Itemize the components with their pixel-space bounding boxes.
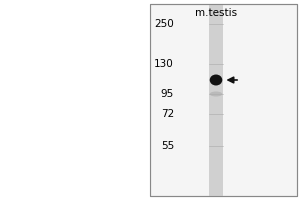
Text: 130: 130	[154, 59, 174, 69]
Ellipse shape	[210, 92, 222, 97]
Text: m.testis: m.testis	[195, 8, 237, 18]
Text: 250: 250	[154, 19, 174, 29]
Bar	[150, 4, 297, 196]
Ellipse shape	[210, 74, 222, 86]
Text: 95: 95	[161, 89, 174, 99]
Bar	[0, 0, 150, 200]
Bar	[150, 4, 297, 196]
Bar	[209, 4, 223, 196]
Text: 72: 72	[161, 109, 174, 119]
Text: 55: 55	[161, 141, 174, 151]
